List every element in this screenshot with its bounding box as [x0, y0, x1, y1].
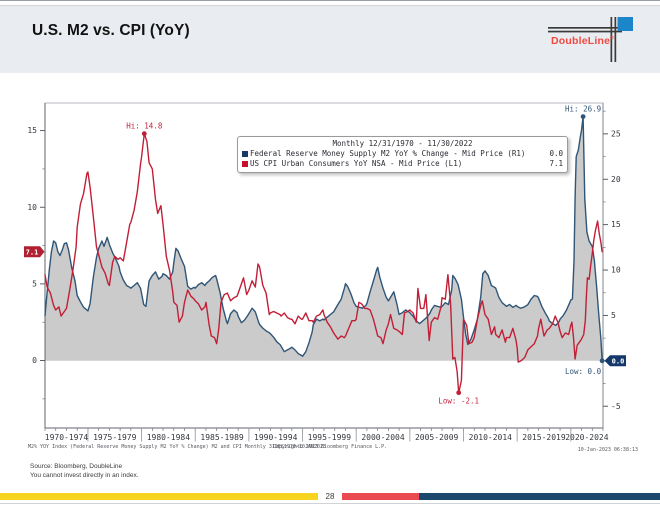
x-axis-label: 2010-2014	[469, 433, 513, 442]
right-axis-label: 0	[611, 356, 616, 365]
slide-top-edge	[0, 0, 660, 1]
disclaimer-line: You cannot invest directly in an index.	[30, 472, 139, 479]
left-axis-label: 15	[27, 126, 37, 135]
x-axis-label: 2000-2004	[361, 433, 405, 442]
logo-blue-square	[617, 17, 633, 31]
chart-legend: Monthly 12/31/1970 - 11/30/2022 Federal …	[237, 136, 568, 173]
page-title: U.S. M2 vs. CPI (YoY)	[32, 22, 190, 39]
left-axis-label: 10	[27, 203, 37, 212]
legend-row-m2: Federal Reserve Money Supply M2 YoY % Ch…	[242, 149, 563, 159]
legend-title: Monthly 12/31/1970 - 11/30/2022	[332, 139, 473, 148]
cpi-series-swatch	[242, 161, 248, 167]
page-number: 28	[325, 492, 335, 501]
bloomberg-copyright: Copyright© 2023 Bloomberg Finance L.P.	[272, 444, 388, 450]
right-axis-label: -5	[611, 402, 621, 411]
x-axis-label: 1985-1989	[200, 433, 244, 442]
bloomberg-timestamp: 10-Jan-2023 06:38:13	[577, 447, 638, 453]
footer-divider	[0, 503, 660, 504]
annotation-dot	[141, 131, 147, 137]
right-axis-value-tag	[604, 355, 626, 367]
left-axis-label: 5	[32, 279, 37, 288]
bloomberg-ticker-footnote: M2% YOY Index (Federal Reserve Money Sup…	[28, 444, 327, 450]
annotation-label: Hi: 26.9	[565, 105, 601, 114]
x-axis-label: 1980-1984	[147, 433, 191, 442]
right-axis-label: 10	[611, 266, 621, 275]
slide-header: U.S. M2 vs. CPI (YoY) DoubleLine®	[0, 5, 660, 73]
annotation-label: Hi: 14.8	[126, 122, 163, 131]
x-axis-label: 1995-1999	[308, 433, 352, 442]
x-axis-label: 2005-2009	[415, 433, 459, 442]
m2-series-value: 0.0	[549, 149, 563, 158]
annotation-dot	[599, 358, 605, 364]
left-axis-label: 0	[32, 356, 37, 365]
m2-series-swatch	[242, 151, 248, 157]
cpi-series-label: US CPI Urban Consumers YoY NSA - Mid Pri…	[250, 159, 463, 168]
right-axis-label: 25	[611, 129, 621, 138]
x-axis-label: 1970-1974	[45, 433, 89, 442]
right-axis-label: 15	[611, 220, 621, 229]
annotation-label: Low: -2.1	[438, 397, 479, 406]
source-block: Source: Bloomberg, DoubleLine You cannot…	[30, 462, 139, 480]
x-axis-label: 1975-1979	[93, 433, 137, 442]
source-line: Source: Bloomberg, DoubleLine	[30, 463, 123, 470]
annotation-dot	[456, 390, 462, 396]
left-axis-value-tag	[24, 246, 45, 258]
doubleline-rails-icon	[548, 17, 633, 62]
right-axis-value-tag-label: 0.0	[612, 357, 625, 365]
cpi-series-value: 7.1	[549, 159, 563, 168]
legend-row-cpi: US CPI Urban Consumers YoY NSA - Mid Pri…	[242, 159, 563, 169]
left-axis-value-tag-label: 7.1	[26, 248, 39, 256]
logo-wordmark: DoubleLine®	[551, 35, 615, 47]
doubleline-logo: DoubleLine®	[545, 14, 645, 66]
right-axis-label: 5	[611, 311, 616, 320]
x-axis-label: 2020-2024	[565, 433, 609, 442]
registered-mark: ®	[610, 35, 615, 42]
footer-bar-yellow	[0, 493, 318, 500]
x-axis-label: 2015-2019	[522, 433, 566, 442]
right-axis-label: 20	[611, 175, 621, 184]
m2-series-label: Federal Reserve Money Supply M2 YoY % Ch…	[250, 149, 526, 158]
annotation-dot	[580, 114, 586, 119]
x-axis-label: 1990-1994	[254, 433, 298, 442]
annotation-label: Low: 0.0	[565, 367, 602, 376]
footer-bar-red	[342, 493, 419, 500]
footer-bar-navy	[419, 493, 660, 500]
footer-color-bar: 28	[0, 492, 660, 501]
